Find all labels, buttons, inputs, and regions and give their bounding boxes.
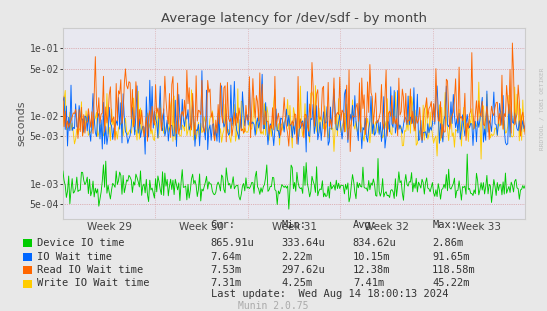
Text: IO Wait time: IO Wait time bbox=[37, 252, 112, 262]
Text: 4.25m: 4.25m bbox=[282, 278, 313, 288]
Text: 91.65m: 91.65m bbox=[432, 252, 470, 262]
Text: 7.53m: 7.53m bbox=[211, 265, 242, 275]
Y-axis label: seconds: seconds bbox=[16, 101, 27, 146]
Text: 45.22m: 45.22m bbox=[432, 278, 470, 288]
Text: Device IO time: Device IO time bbox=[37, 238, 125, 248]
Text: 865.91u: 865.91u bbox=[211, 238, 254, 248]
Text: 2.86m: 2.86m bbox=[432, 238, 463, 248]
Text: Read IO Wait time: Read IO Wait time bbox=[37, 265, 143, 275]
Text: Last update:  Wed Aug 14 18:00:13 2024: Last update: Wed Aug 14 18:00:13 2024 bbox=[211, 289, 448, 299]
Text: RRDTOOL / TOBI OETIKER: RRDTOOL / TOBI OETIKER bbox=[539, 67, 544, 150]
Text: 7.41m: 7.41m bbox=[353, 278, 384, 288]
Text: Write IO Wait time: Write IO Wait time bbox=[37, 278, 150, 288]
Text: 333.64u: 333.64u bbox=[282, 238, 325, 248]
Title: Average latency for /dev/sdf - by month: Average latency for /dev/sdf - by month bbox=[161, 12, 427, 26]
Text: Cur:: Cur: bbox=[211, 220, 236, 230]
Text: 118.58m: 118.58m bbox=[432, 265, 476, 275]
Text: 12.38m: 12.38m bbox=[353, 265, 391, 275]
Text: Max:: Max: bbox=[432, 220, 457, 230]
Text: Min:: Min: bbox=[282, 220, 307, 230]
Text: 2.22m: 2.22m bbox=[282, 252, 313, 262]
Text: 7.64m: 7.64m bbox=[211, 252, 242, 262]
Text: 7.31m: 7.31m bbox=[211, 278, 242, 288]
Text: Avg:: Avg: bbox=[353, 220, 378, 230]
Text: Munin 2.0.75: Munin 2.0.75 bbox=[238, 300, 309, 310]
Text: 10.15m: 10.15m bbox=[353, 252, 391, 262]
Text: 834.62u: 834.62u bbox=[353, 238, 397, 248]
Text: 297.62u: 297.62u bbox=[282, 265, 325, 275]
